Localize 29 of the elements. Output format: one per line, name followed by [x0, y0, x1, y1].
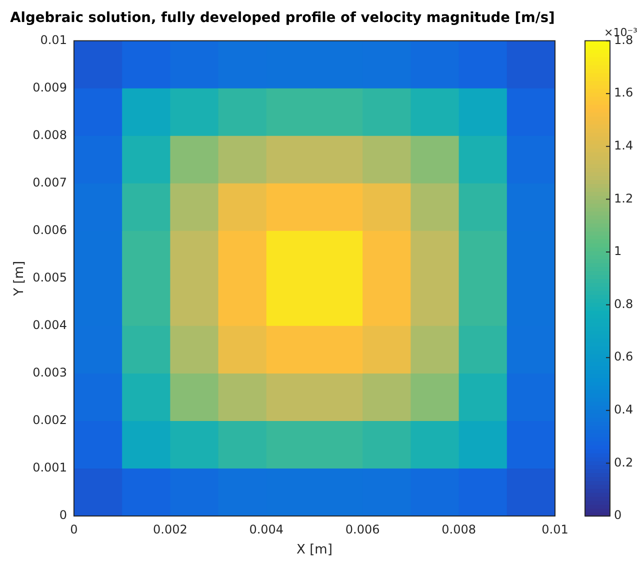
- y-axis-title: Y [m]: [12, 260, 28, 297]
- y-tick-label: 0: [59, 508, 67, 522]
- y-tick-label: 0.006: [32, 223, 67, 238]
- color-bar-label: 0.4: [614, 402, 634, 417]
- y-tick-label: 0.01: [40, 32, 67, 47]
- y-tick-label: 0.009: [32, 80, 67, 94]
- x-tick-label: 0.008: [442, 522, 476, 536]
- color-bar-label: 1: [614, 244, 622, 258]
- y-tick-label: 0.001: [32, 460, 67, 475]
- y-tick-label: 0.003: [32, 366, 67, 380]
- x-tick-label: 0: [70, 522, 78, 536]
- y-tick-label: 0.004: [32, 318, 67, 332]
- color-bar-label: 1.2: [614, 191, 634, 206]
- x-tick-label: 0.002: [152, 522, 188, 536]
- color-bar-label: 0.2: [614, 455, 634, 470]
- y-tick-label: 0.008: [32, 128, 67, 142]
- color-bar-label: 0.8: [614, 296, 634, 311]
- y-tick-label: 0.007: [32, 175, 67, 190]
- y-tick-label: 0.005: [32, 270, 67, 285]
- x-tick-label: 0.01: [542, 522, 568, 536]
- chart-title: Algebraic solution, fully developed profile of velocity magnitude [m/s]: [10, 10, 555, 26]
- color-bar-label: 1.4: [614, 138, 634, 153]
- y-tick-label: 0.002: [32, 413, 67, 428]
- color-bar-label: 0.6: [614, 350, 634, 364]
- x-tick-label: 0.006: [345, 522, 380, 536]
- x-axis-title: X [m]: [296, 542, 332, 558]
- color-bar-label: 0: [614, 508, 622, 522]
- x-tick-label: 0.004: [249, 522, 284, 536]
- color-bar-label: 1.6: [614, 86, 634, 100]
